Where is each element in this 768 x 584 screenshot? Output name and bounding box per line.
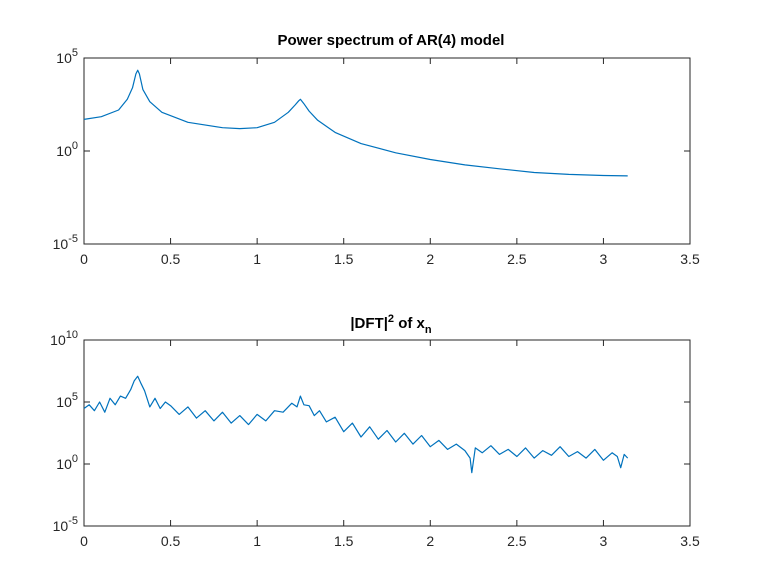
title-sup: 2 [388,313,394,325]
y-tick-label: 10-5 [53,515,78,534]
x-tick-label: 1 [253,251,261,267]
x-tick-label: 1.5 [334,251,354,267]
y-tick-label: 1010 [50,329,78,348]
y-tick-exp: 0 [72,453,78,465]
y-tick-exp: 5 [72,391,78,403]
y-tick-base: 10 [53,518,69,534]
y-tick-exp: 10 [66,329,78,341]
y-tick-base: 10 [50,332,66,348]
y-tick-label: 105 [56,391,78,410]
y-tick-label: 100 [56,140,78,159]
x-tick-label: 0 [80,533,88,549]
series-line-0 [83,375,629,474]
x-tick-label: 2 [426,533,434,549]
series-line-0 [83,69,628,177]
x-tick-label: 1 [253,533,261,549]
y-tick-label: 10-5 [53,233,78,252]
y-tick-label: 105 [56,47,78,66]
y-tick-exp: -5 [68,515,78,527]
y-tick-base: 10 [56,456,72,472]
x-tick-label: 2.5 [507,251,527,267]
title-sub: n [425,324,432,336]
x-tick-label: 0.5 [161,251,181,267]
y-tick-exp: 5 [72,47,78,59]
subplot-power-spectrum: Power spectrum of AR(4) model 0 0.5 1 1.5 2 2… [53,32,700,267]
y-tick-label: 100 [56,453,78,472]
x-tick-label: 1.5 [334,533,354,549]
chart-title: Power spectrum of AR(4) model [278,32,505,49]
chart-title: |DFT|2 of xn [350,313,432,336]
y-tick-base: 10 [56,143,72,159]
y-tick-exp: 0 [72,140,78,152]
x-tick-label: 0.5 [161,533,181,549]
x-tick-label: 0 [80,251,88,267]
x-tick-label: 3 [600,251,608,267]
x-tick-label: 3.5 [680,251,700,267]
plot-area [83,339,691,527]
x-tick-label: 3 [600,533,608,549]
y-tick-base: 10 [53,236,69,252]
y-tick-base: 10 [56,50,72,66]
x-tick-label: 3.5 [680,533,700,549]
x-tick-label: 2 [426,251,434,267]
y-tick-base: 10 [56,394,72,410]
title-main: |DFT| [350,315,388,332]
title-mid: of x [394,315,425,332]
subplot-dft: |DFT|2 of xn 0 0.5 1 1.5 2 2.5 3 3.510-51001051… [50,313,700,549]
x-tick-label: 2.5 [507,533,527,549]
y-tick-exp: -5 [68,233,78,245]
